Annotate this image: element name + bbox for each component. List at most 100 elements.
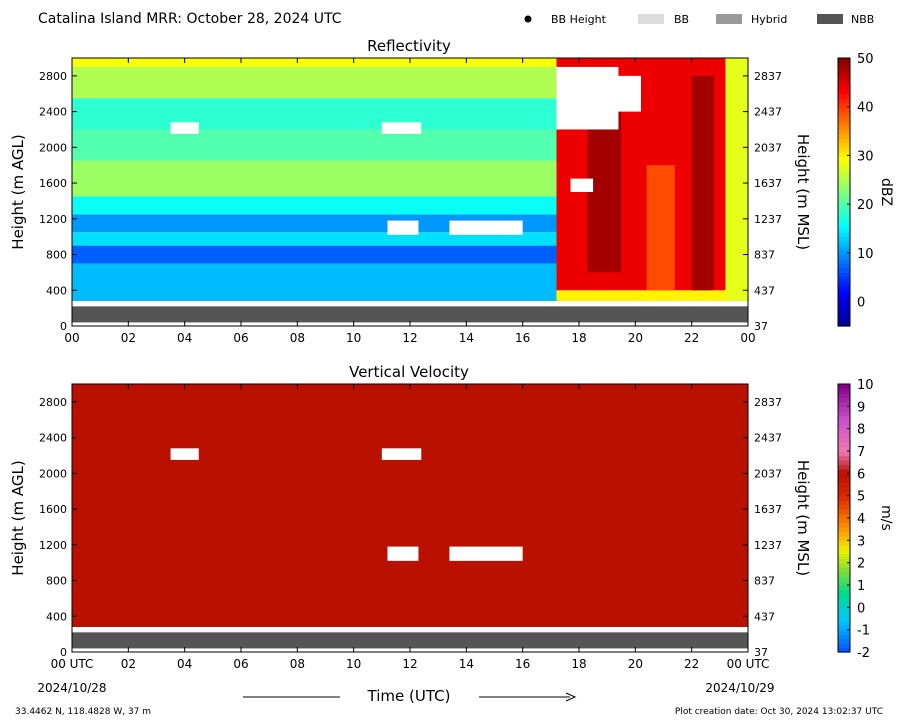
y-right-tick-label: 1637 bbox=[754, 177, 782, 190]
colorbar-tick-label: 50 bbox=[857, 52, 874, 67]
y-tick-label: 1600 bbox=[39, 503, 67, 516]
colorbar-segment bbox=[838, 254, 850, 260]
x-tick-label: 04 bbox=[177, 657, 192, 671]
colorbar-segment bbox=[838, 187, 850, 193]
colorbar-segment bbox=[838, 169, 850, 175]
colorbar-segment bbox=[838, 290, 850, 296]
missing-data-1 bbox=[381, 448, 422, 460]
colorbar-segment bbox=[838, 437, 850, 443]
heatmap-region-5 bbox=[72, 160, 557, 197]
y-right-tick-label: 2437 bbox=[754, 432, 782, 445]
colorbar-segment bbox=[838, 384, 850, 390]
colorbar-segment bbox=[838, 540, 850, 546]
time-axis-label: Time (UTC) bbox=[367, 687, 451, 705]
nbb-band bbox=[72, 632, 748, 649]
heatmap-region-10 bbox=[556, 290, 748, 301]
legend-bb-height-marker bbox=[524, 15, 532, 23]
colorbar-segment bbox=[838, 392, 850, 398]
y-tick-label: 800 bbox=[46, 249, 67, 262]
x-tick-label: 08 bbox=[290, 331, 305, 345]
colorbar-tick-label: -1 bbox=[857, 624, 870, 639]
colorbar-segment bbox=[838, 84, 850, 90]
x-tick-label: 16 bbox=[515, 331, 530, 345]
colorbar-segment bbox=[838, 116, 850, 122]
colorbar-segment bbox=[838, 263, 850, 269]
colorbar-segment bbox=[838, 459, 850, 465]
heatmap-region-2 bbox=[72, 232, 557, 246]
y-tick-label: 2800 bbox=[39, 70, 67, 83]
y-tick-label: 400 bbox=[46, 610, 67, 623]
colorbar-segment bbox=[838, 388, 850, 394]
x-tick-label: 18 bbox=[571, 331, 586, 345]
colorbar-frame bbox=[837, 57, 851, 327]
colorbar-segment bbox=[838, 518, 850, 524]
colorbar-segment bbox=[838, 165, 850, 171]
colorbar-segment bbox=[838, 526, 850, 532]
colorbar-segment bbox=[838, 245, 850, 251]
missing-data-3 bbox=[449, 220, 523, 235]
y-right-tick-label: 837 bbox=[754, 249, 775, 262]
x-tick-label: 00 UTC bbox=[727, 657, 770, 671]
heatmap-region-0 bbox=[72, 384, 748, 627]
colorbar-segment bbox=[838, 98, 850, 104]
location-text: 33.4462 N, 118.4828 W, 37 m bbox=[15, 707, 151, 717]
missing-data-5 bbox=[570, 178, 594, 192]
vertical-velocity-title: Vertical Velocity bbox=[349, 363, 469, 381]
colorbar-segment bbox=[838, 433, 850, 439]
colorbar-segment bbox=[838, 589, 850, 595]
x-tick-label: 22 bbox=[684, 657, 699, 671]
colorbar-segment bbox=[838, 192, 850, 198]
colorbar-segment bbox=[838, 598, 850, 604]
colorbar-tick-label: 30 bbox=[857, 149, 874, 164]
colorbar-segment bbox=[838, 102, 850, 108]
x-tick-label: 10 bbox=[346, 331, 361, 345]
y-tick-label: 0 bbox=[60, 320, 67, 333]
reflectivity-panel: Reflectivity 040080012001600200024002800… bbox=[9, 37, 894, 345]
colorbar-segment bbox=[838, 75, 850, 81]
colorbar-tick-label: 5 bbox=[857, 490, 865, 505]
colorbar-segment bbox=[838, 544, 850, 550]
y-right-tick-label: 37 bbox=[754, 646, 768, 659]
colorbar-segment bbox=[838, 107, 850, 113]
colorbar-segment bbox=[838, 205, 850, 211]
y-tick-label: 0 bbox=[60, 646, 67, 659]
x-tick-label: 06 bbox=[233, 331, 248, 345]
colorbar-segment bbox=[838, 111, 850, 117]
reflectivity-x-axis: 00 02 04 06 08 10 12 14 16 18 20 22 00 bbox=[64, 58, 756, 345]
reflectivity-title: Reflectivity bbox=[367, 37, 451, 55]
colorbar-segment bbox=[838, 401, 850, 407]
y-tick-label: 2800 bbox=[39, 396, 67, 409]
colorbar-segment bbox=[838, 473, 850, 479]
heatmap-region-14 bbox=[691, 75, 715, 291]
y-right-tick-label: 2037 bbox=[754, 141, 782, 154]
colorbar-tick-label: 9 bbox=[857, 400, 865, 415]
start-date: 2024/10/28 bbox=[37, 681, 106, 695]
colorbar-segment bbox=[838, 419, 850, 425]
colorbar-segment bbox=[838, 285, 850, 291]
colorbar-segment bbox=[838, 138, 850, 144]
figure-title: Catalina Island MRR: October 28, 2024 UT… bbox=[38, 11, 342, 27]
colorbar-segment bbox=[838, 410, 850, 416]
colorbar-segment bbox=[838, 620, 850, 626]
legend-hybrid-swatch bbox=[716, 14, 742, 24]
missing-data-2 bbox=[387, 546, 419, 561]
colorbar-segment bbox=[838, 495, 850, 501]
colorbar-segment bbox=[838, 428, 850, 434]
colorbar-segment bbox=[838, 500, 850, 506]
colorbar-tick-label: 20 bbox=[857, 198, 874, 213]
colorbar-segment bbox=[838, 89, 850, 95]
colorbar-tick-label: 10 bbox=[857, 247, 874, 262]
colorbar-segment bbox=[838, 317, 850, 323]
colorbar-segment bbox=[838, 276, 850, 282]
legend-nbb-label: NBB bbox=[851, 13, 874, 26]
colorbar-segment bbox=[838, 638, 850, 644]
colorbar-segment bbox=[838, 513, 850, 519]
colorbar-segment bbox=[838, 142, 850, 148]
colorbar-segment bbox=[838, 602, 850, 608]
colorbar-segment bbox=[838, 486, 850, 492]
legend-bb-label: BB bbox=[674, 13, 689, 26]
colorbar-segment bbox=[838, 531, 850, 537]
heatmap-region-4 bbox=[72, 196, 557, 215]
x-tick-label: 00 UTC bbox=[51, 657, 94, 671]
